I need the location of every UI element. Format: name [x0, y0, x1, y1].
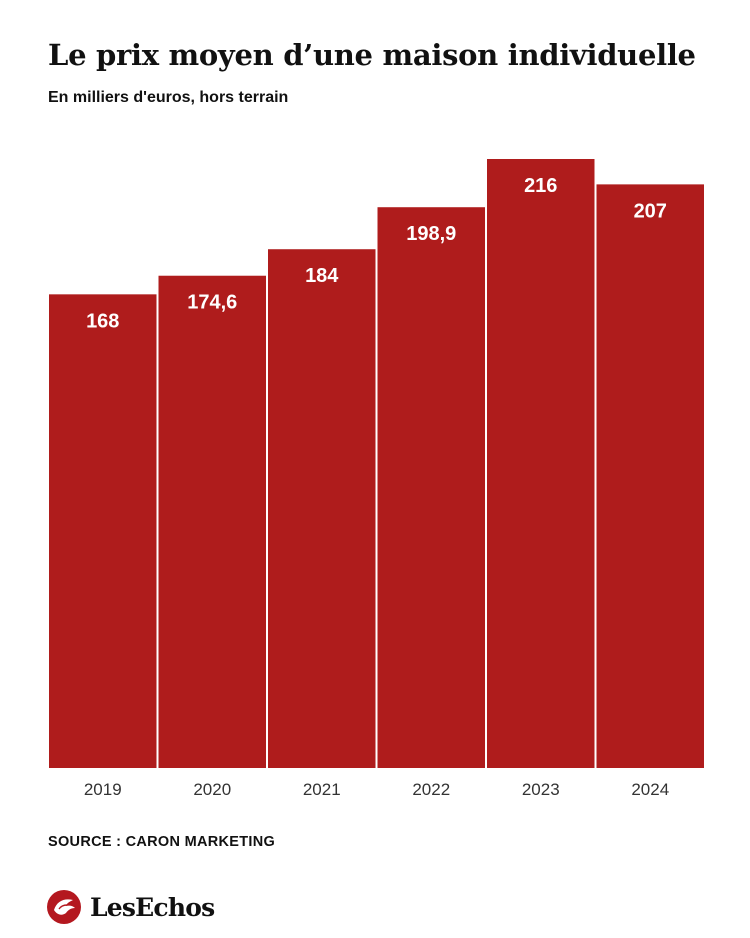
data-label-2024: 207 — [634, 200, 667, 222]
chart-title: Le prix moyen d’une maison individuelle — [48, 38, 696, 72]
data-label-2019: 168 — [86, 310, 119, 332]
x-tick-label-2020: 2020 — [193, 780, 231, 799]
bar-2021 — [268, 249, 376, 768]
bar-2023 — [487, 159, 595, 768]
bar-2024 — [596, 184, 704, 768]
bar-2022 — [377, 207, 485, 768]
brand-name: LesEchos — [90, 892, 215, 922]
data-label-2021: 184 — [305, 265, 339, 287]
bar-2020 — [158, 275, 266, 768]
data-label-2023: 216 — [524, 175, 557, 197]
x-tick-label-2021: 2021 — [303, 780, 341, 799]
brand-logo: LesEchos — [46, 887, 215, 927]
bar-2019 — [49, 294, 157, 768]
x-tick-label-2022: 2022 — [412, 780, 450, 799]
x-tick-label-2023: 2023 — [522, 780, 560, 799]
data-label-2022: 198,9 — [406, 223, 456, 245]
chart-subtitle: En milliers d'euros, hors terrain — [48, 89, 289, 106]
source-note: SOURCE : CARON MARKETING — [48, 834, 276, 850]
les-echos-emblem-icon — [47, 890, 81, 924]
x-tick-label-2024: 2024 — [631, 780, 669, 799]
data-label-2020: 174,6 — [187, 292, 237, 314]
x-tick-label-2019: 2019 — [84, 780, 122, 799]
